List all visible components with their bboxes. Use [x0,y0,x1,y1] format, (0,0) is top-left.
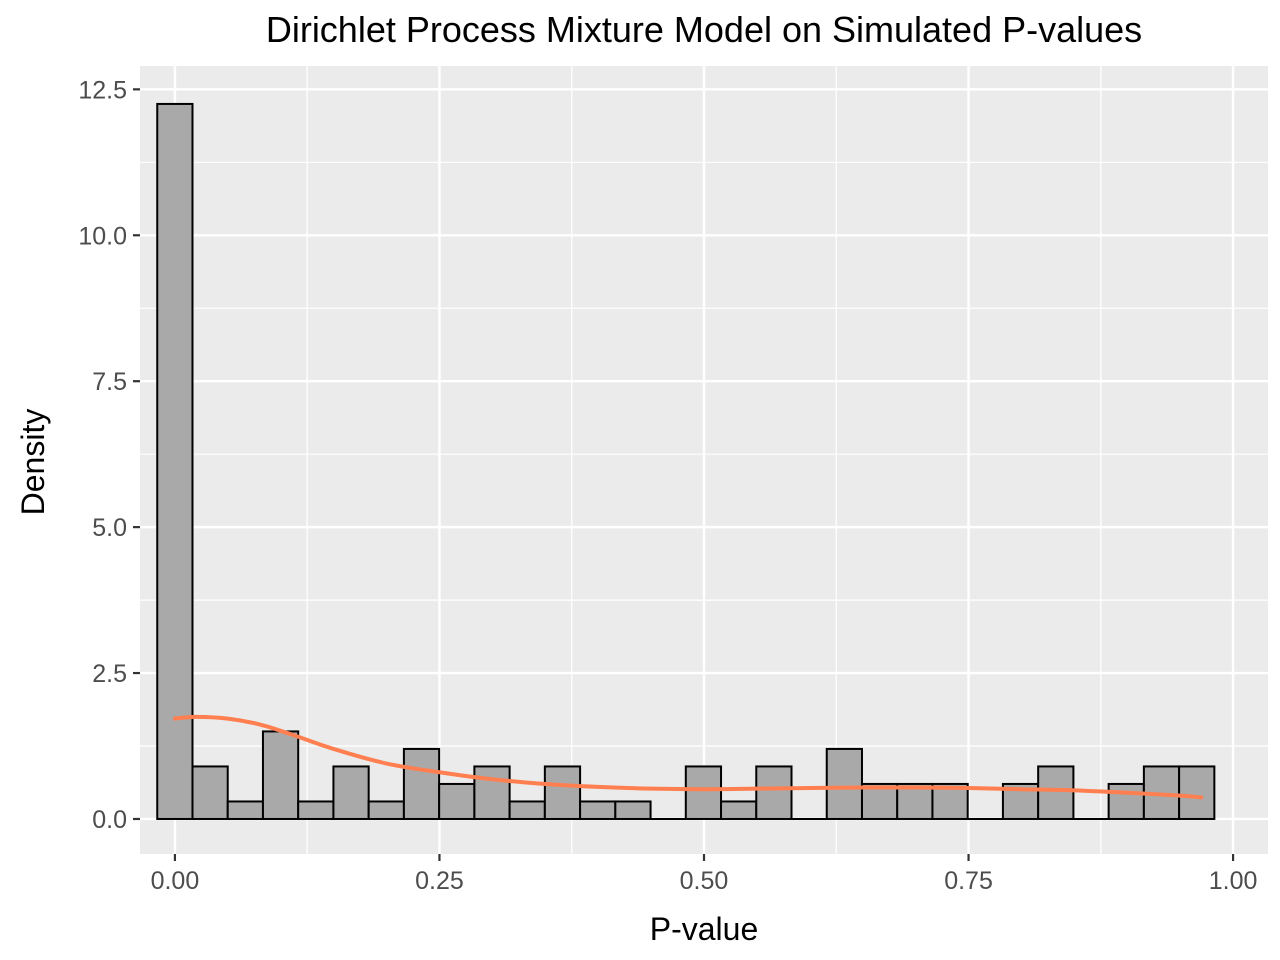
x-tick-label: 0.00 [151,867,200,895]
y-tick-label: 10.0 [78,222,127,250]
histogram-bar [825,747,863,820]
histogram-bar [156,102,194,820]
y-axis-title: Density [15,409,51,516]
y-tick-label: 7.5 [92,368,127,396]
histogram-bar [755,765,793,820]
histogram-bar [508,800,546,820]
histogram-bar [332,765,370,820]
histogram-bar [191,765,229,820]
histogram-bars [156,102,1216,820]
histogram-bar [367,800,405,820]
x-tick-label: 0.25 [415,867,464,895]
histogram-bar [684,765,723,820]
histogram-bar [720,800,758,820]
histogram-bar [543,765,582,820]
x-tick-label: 1.00 [1209,867,1258,895]
histogram-bar [1178,765,1216,820]
histogram-bar [438,782,476,820]
histogram-bar [579,800,617,820]
y-tick-label: 5.0 [92,514,127,542]
y-tick-label: 0.0 [92,806,127,834]
histogram-bar [1037,765,1075,820]
histogram-bar [473,765,511,820]
histogram-bar [261,730,300,820]
x-tick-label: 0.50 [680,867,729,895]
histogram-bar [1107,782,1145,820]
histogram-bar [226,800,264,820]
x-tick-label: 0.75 [944,867,993,895]
density-curve [172,714,1204,800]
y-axis-ticks: 0.0 2.5 5.0 7.5 10.0 12.5 [78,76,140,834]
x-axis-ticks: 0.00 0.25 0.50 0.75 1.00 [151,854,1258,895]
x-axis-title: P-value [650,911,759,947]
histogram-bar [297,800,335,820]
histogram-bar [402,747,441,820]
chart-title: Dirichlet Process Mixture Model on Simul… [266,9,1142,50]
y-tick-label: 2.5 [92,660,127,688]
y-tick-label: 12.5 [78,76,127,104]
histogram-bar [614,800,652,820]
